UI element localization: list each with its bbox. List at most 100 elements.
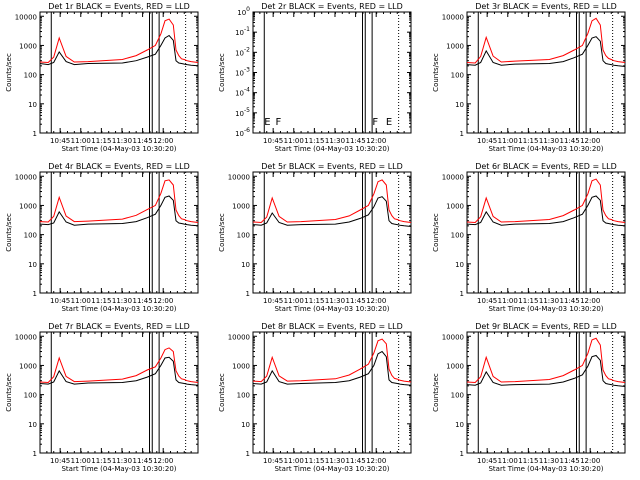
x-tick-label: 10:45: [263, 137, 283, 145]
y-tick-label: 10-1: [235, 26, 250, 37]
x-axis-label: Start Time (04-May-03 10:30:20): [61, 145, 176, 153]
x-tick-label: 10:45: [50, 297, 70, 305]
events-series-line: [252, 350, 412, 386]
x-tick-label: 11:00: [498, 297, 518, 305]
x-tick-label: 11:00: [498, 137, 518, 145]
lld-series-line: [39, 347, 199, 384]
x-tick-label: 11:00: [71, 457, 91, 465]
x-tick-label: 11:45: [132, 297, 152, 305]
x-tick-label: 11:30: [539, 457, 559, 465]
events-series-line: [252, 196, 412, 227]
chart-panel-4: Det 4r BLACK = Events, RED = LLD 1 10 100 10…: [5, 162, 199, 313]
chart-title: Det 5r BLACK = Events, RED = LLD: [261, 162, 403, 171]
x-tick-label: 12:00: [580, 457, 600, 465]
plot-frame: [39, 331, 199, 454]
y-tick-label: 10-2: [235, 46, 250, 57]
x-tick-label: 12:00: [153, 457, 173, 465]
chart-title: Det 3r BLACK = Events, RED = LLD: [475, 2, 617, 11]
x-tick-label: 11:45: [345, 137, 365, 145]
y-tick-label: 10: [28, 261, 37, 269]
y-tick-label: 10-5: [235, 107, 250, 118]
x-tick-label: 11:30: [539, 137, 559, 145]
y-tick-label: 10000: [442, 333, 464, 341]
x-tick-label: 11:45: [559, 137, 579, 145]
x-tick-label: 11:00: [284, 137, 304, 145]
chart-panel-9: Det 9r BLACK = Events, RED = LLD 1 10 100 10…: [432, 322, 626, 473]
x-tick-label: 10:45: [477, 297, 497, 305]
x-axis-label: Start Time (04-May-03 10:30:20): [274, 305, 389, 313]
y-tick-label: 1000: [19, 362, 37, 370]
chart-panel-8: Det 8r BLACK = Events, RED = LLD 1 10 100 10…: [218, 322, 412, 473]
lld-series-line: [466, 17, 626, 64]
y-tick-label: 100: [451, 72, 464, 80]
y-tick-label: 1: [33, 290, 37, 298]
x-tick-label: 11:30: [325, 457, 345, 465]
y-tick-label: 1000: [19, 42, 37, 50]
x-tick-label: 12:00: [153, 297, 173, 305]
x-tick-label: 11:15: [304, 457, 324, 465]
lld-series-line: [252, 338, 412, 383]
y-tick-label: 10: [455, 421, 464, 429]
y-tick-label: 1: [33, 130, 37, 138]
x-tick-label: 11:00: [71, 297, 91, 305]
plot-frame: [252, 331, 412, 454]
events-series-line: [466, 195, 626, 227]
chart-panel-2: Det 2r BLACK = Events, RED = LLD 10-6 10-5…: [218, 2, 412, 153]
plot-frame: [252, 171, 412, 294]
text-marker: F: [372, 117, 378, 128]
y-axis-label: Counts/sec: [432, 53, 440, 92]
x-tick-label: 11:00: [71, 137, 91, 145]
chart-title: Det 4r BLACK = Events, RED = LLD: [48, 162, 190, 171]
y-tick-label: 100: [24, 72, 37, 80]
x-axis-label: Start Time (04-May-03 10:30:20): [274, 145, 389, 153]
x-tick-label: 11:00: [284, 297, 304, 305]
x-tick-label: 10:45: [263, 457, 283, 465]
x-tick-label: 12:00: [580, 137, 600, 145]
x-tick-label: 10:45: [477, 457, 497, 465]
y-tick-label: 10000: [15, 173, 37, 181]
plot-frame: [466, 11, 626, 134]
y-tick-label: 1: [460, 130, 464, 138]
text-marker: F: [276, 117, 282, 128]
chart-title: Det 2r BLACK = Events, RED = LLD: [261, 2, 403, 11]
x-tick-label: 12:00: [580, 297, 600, 305]
x-axis-label: Start Time (04-May-03 10:30:20): [488, 145, 603, 153]
x-tick-label: 11:15: [518, 297, 538, 305]
y-tick-label: 10000: [15, 333, 37, 341]
x-tick-label: 11:15: [91, 297, 111, 305]
y-tick-label: 1: [460, 450, 464, 458]
y-tick-label: 10000: [442, 13, 464, 21]
y-tick-label: 1000: [446, 42, 464, 50]
y-tick-label: 1000: [19, 202, 37, 210]
y-tick-label: 10-4: [235, 87, 250, 98]
y-tick-label: 10: [241, 421, 250, 429]
x-tick-label: 11:30: [325, 137, 345, 145]
x-tick-label: 10:45: [50, 137, 70, 145]
x-tick-label: 11:00: [498, 457, 518, 465]
events-series-line: [39, 356, 199, 386]
y-tick-label: 10: [241, 261, 250, 269]
chart-panel-5: Det 5r BLACK = Events, RED = LLD 1 10 100 10…: [218, 162, 412, 313]
x-tick-label: 11:30: [112, 297, 132, 305]
plot-frame: [466, 331, 626, 454]
y-axis-label: Counts/sec: [218, 213, 226, 252]
y-tick-label: 10: [455, 101, 464, 109]
x-tick-label: 12:00: [366, 457, 386, 465]
y-tick-label: 10: [28, 421, 37, 429]
x-tick-label: 10:45: [50, 457, 70, 465]
x-tick-label: 11:45: [559, 297, 579, 305]
y-tick-label: 1: [246, 450, 250, 458]
events-series-line: [39, 34, 199, 67]
chart-panel-1: Det 1r BLACK = Events, RED = LLD 1 10 100 10…: [5, 2, 199, 153]
lld-series-line: [252, 179, 412, 224]
chart-title: Det 7r BLACK = Events, RED = LLD: [48, 322, 190, 331]
x-tick-label: 11:30: [539, 297, 559, 305]
x-tick-label: 11:45: [559, 457, 579, 465]
x-tick-label: 11:15: [304, 297, 324, 305]
y-axis-label: Counts/sec: [218, 53, 226, 92]
y-tick-label: 100: [451, 392, 464, 400]
x-tick-label: 11:30: [112, 137, 132, 145]
events-series-line: [466, 354, 626, 387]
x-axis-label: Start Time (04-May-03 10:30:20): [61, 305, 176, 313]
